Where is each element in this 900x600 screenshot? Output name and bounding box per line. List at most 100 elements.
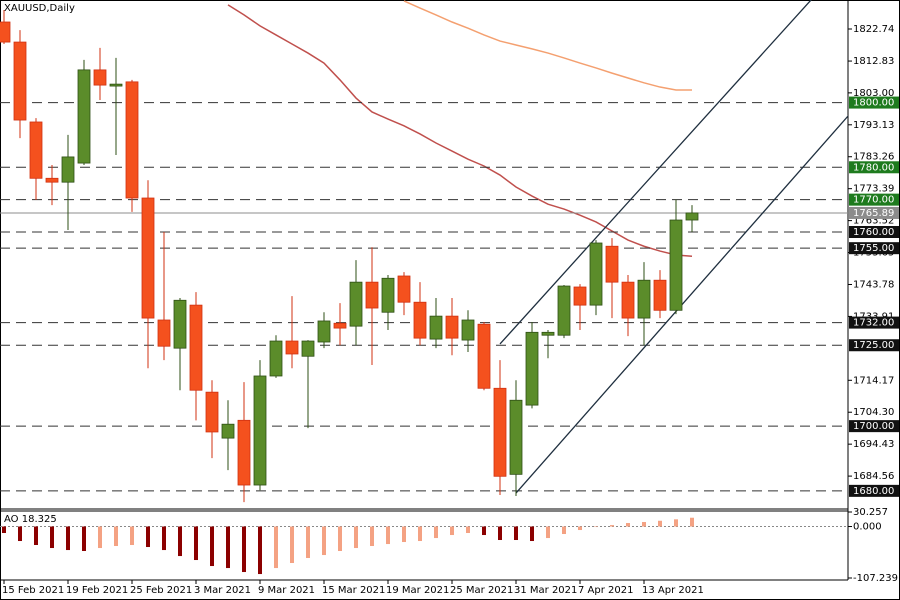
ao-bar: [642, 522, 646, 527]
candle-body: [509, 399, 523, 475]
level-label: 1800.00: [853, 98, 894, 109]
level-box: [849, 316, 899, 329]
ao-bar: [354, 526, 358, 549]
indicator-area: [0, 517, 848, 575]
y-tick-label: 1763.52: [853, 216, 894, 227]
candle-body: [365, 281, 379, 309]
y-tick-label: 1822.74: [853, 24, 894, 35]
candle-body: [589, 242, 603, 306]
candle-body: [317, 320, 331, 343]
ao-bar: [418, 526, 422, 542]
candle-body: [189, 304, 203, 391]
candle-body: [621, 281, 635, 319]
ao-bar: [146, 526, 150, 548]
candle-body: [237, 419, 251, 486]
chart-title: XAUUSD,Daily: [4, 3, 75, 14]
candle-body: [253, 375, 267, 486]
trendline: [515, 115, 848, 494]
candle-body: [77, 69, 91, 164]
ao-bar: [450, 526, 454, 536]
level-box: [849, 339, 899, 352]
candle-body: [45, 177, 59, 183]
y-tick-label: 1704.30: [853, 407, 894, 418]
ao-bar: [498, 526, 502, 541]
moving-average: [403, 0, 692, 91]
moving-average: [227, 4, 693, 258]
candle-body: [141, 197, 155, 319]
plot-area: [0, 0, 848, 503]
x-tick-label: 31 Mar 2021: [514, 585, 577, 596]
candle-body: [221, 423, 235, 439]
ao-bar: [546, 526, 550, 539]
level-label: 1732.00: [853, 318, 894, 329]
y-tick-label: 0.000: [853, 522, 882, 533]
x-tick-label: 25 Mar 2021: [450, 585, 513, 596]
ao-bar: [34, 526, 38, 546]
level-label: 1780.00: [853, 162, 894, 173]
candle-body: [381, 277, 395, 313]
ao-bar: [242, 526, 246, 573]
ao-bar: [82, 526, 86, 552]
candle-body: [205, 391, 219, 433]
candle-body: [269, 340, 283, 377]
x-tick-label: 13 Apr 2021: [642, 585, 704, 596]
last-price-label: 1765.89: [853, 208, 894, 219]
candle-body: [0, 21, 11, 43]
ao-bar: [258, 526, 262, 575]
candle-body: [349, 281, 363, 327]
level-box: [849, 420, 899, 433]
y-tick-label: 1773.39: [853, 184, 894, 195]
candle-body: [541, 331, 555, 336]
y-tick-label: 1812.83: [853, 56, 894, 67]
candle-body: [157, 319, 171, 347]
level-box: [849, 225, 899, 238]
candle-body: [397, 275, 411, 303]
ao-bar: [402, 526, 406, 543]
ao-bar: [562, 526, 566, 535]
y-tick-label: 30.257: [853, 507, 888, 518]
trendline: [499, 0, 812, 345]
x-tick-label: 19 Feb 2021: [66, 585, 128, 596]
ao-bar: [130, 526, 134, 546]
x-tick-label: 9 Mar 2021: [258, 585, 315, 596]
ao-bar: [18, 526, 22, 542]
level-label: 1725.00: [853, 340, 894, 351]
candle-body: [333, 322, 347, 329]
candle-body: [29, 121, 43, 179]
x-tick-label: 15 Mar 2021: [322, 585, 385, 596]
candle-body: [429, 315, 443, 340]
ao-bar: [98, 526, 102, 549]
ao-bar: [322, 526, 326, 556]
y-tick-label: -107.239: [853, 573, 898, 584]
ao-bar: [594, 526, 598, 528]
ao-bar: [290, 526, 294, 564]
candle-body: [477, 323, 491, 389]
y-tick-label: 1694.43: [853, 439, 894, 450]
candle-body: [61, 156, 75, 183]
ao-bar: [226, 526, 230, 569]
candle-body: [93, 69, 107, 86]
ao-bar: [674, 519, 678, 527]
level-label: 1755.00: [853, 243, 894, 254]
ao-bar: [178, 526, 182, 557]
y-tick-label: 1783.26: [853, 152, 894, 163]
ao-bar: [210, 526, 214, 567]
candle-body: [637, 279, 651, 319]
ao-bar: [162, 526, 166, 551]
ao-bar: [690, 517, 694, 527]
candle-body: [125, 81, 139, 199]
ao-bar: [306, 526, 310, 559]
ao-bar: [66, 526, 70, 551]
x-tick-label: 15 Feb 2021: [2, 585, 64, 596]
level-label: 1700.00: [853, 421, 894, 432]
candle-body: [173, 299, 187, 349]
ao-bar: [530, 526, 534, 542]
candle-body: [525, 331, 539, 406]
ao-bar: [610, 525, 614, 527]
x-tick-label: 7 Apr 2021: [578, 585, 633, 596]
candle-body: [493, 387, 507, 477]
candle-body: [653, 279, 667, 311]
candle-body: [413, 301, 427, 339]
candle-body: [285, 340, 299, 355]
